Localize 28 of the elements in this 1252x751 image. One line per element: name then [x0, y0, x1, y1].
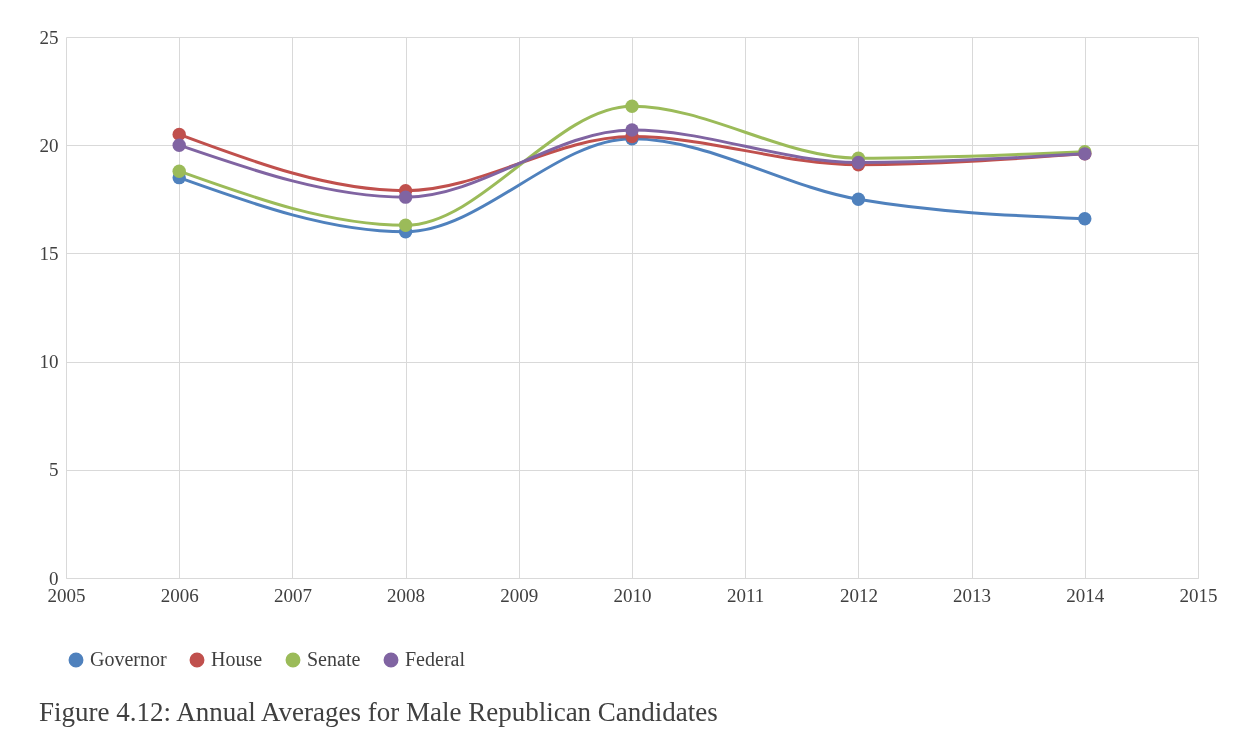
y-tick-label: 20: [39, 134, 59, 156]
point: [398, 218, 413, 232]
point: [625, 123, 639, 137]
x-tick-label: 2015: [1179, 584, 1218, 606]
point: [172, 164, 186, 178]
x-tick-label: 2013: [953, 584, 992, 606]
y-tick-label: 5: [49, 459, 59, 481]
x-tick-label: 2011: [727, 584, 765, 606]
point: [1078, 212, 1092, 226]
text: Figure 4.12: Annual Averages for Male Republican Candidates: [39, 697, 718, 727]
x-tick-label: 2006: [160, 584, 199, 606]
legend-label: Senate: [307, 648, 361, 670]
x-tick-label: 2007: [273, 584, 312, 606]
point: [398, 190, 413, 204]
y-tick-label: 25: [39, 26, 59, 48]
point: [625, 99, 639, 113]
y-tick-label: 15: [39, 242, 59, 264]
x-tick-label: 2014: [1066, 584, 1105, 606]
legend-label: Governor: [90, 648, 167, 670]
x-tick-label: 2009: [500, 584, 539, 606]
x-tick-label: 2012: [839, 584, 878, 606]
x-tick-label: 2010: [613, 584, 652, 606]
x-tick-label: 2008: [387, 584, 426, 606]
point: [851, 192, 866, 206]
point: [172, 138, 186, 152]
legend-label: House: [211, 648, 263, 670]
legend-label: Federal: [405, 648, 466, 670]
y-tick-label: 10: [39, 351, 59, 373]
